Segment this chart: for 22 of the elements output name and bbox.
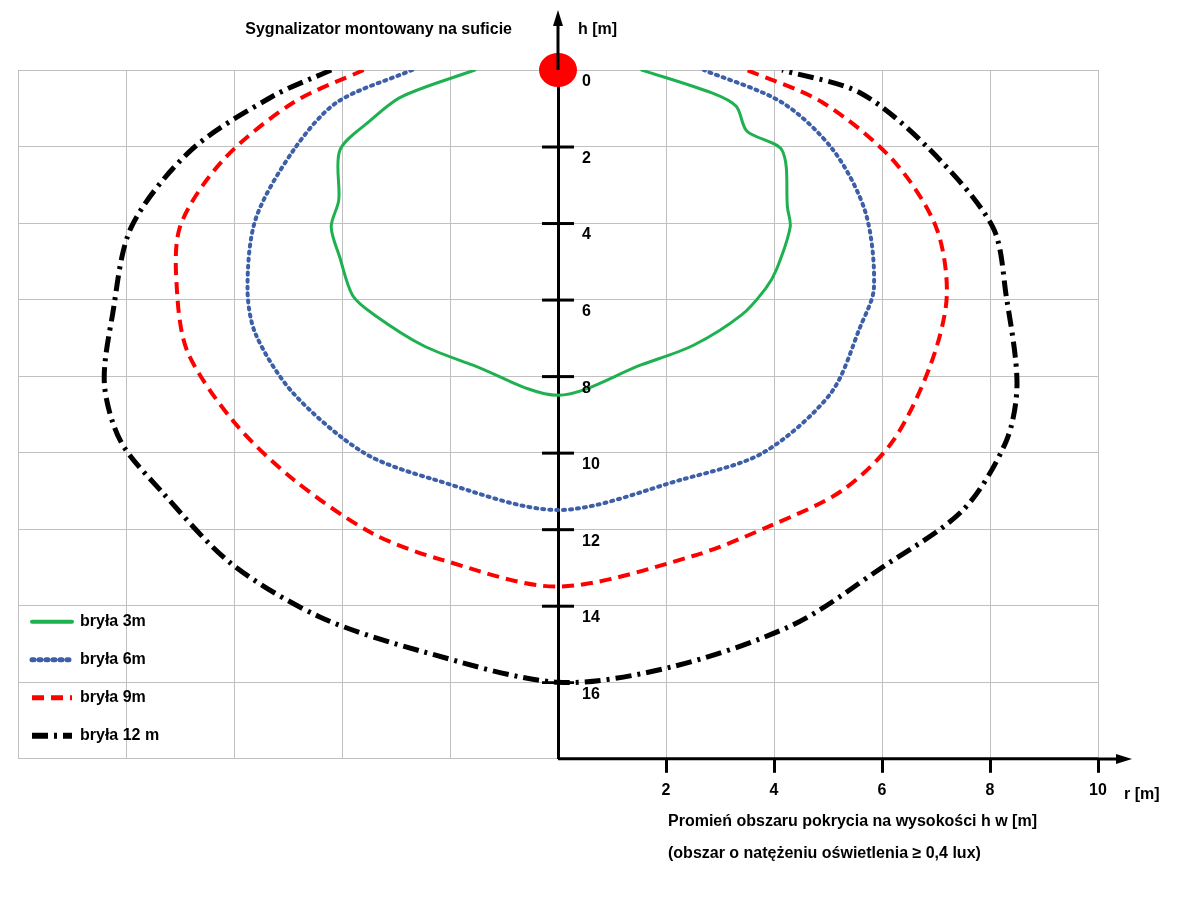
legend-label: bryła 12 m (80, 726, 160, 744)
chart-title: Sygnalizator montowany na suficie (245, 20, 513, 38)
y-tick-label: 4 (582, 225, 591, 243)
legend-label: bryła 6m (80, 650, 146, 668)
x-axis-title: r [m] (1124, 785, 1160, 803)
x-tick-label: 6 (877, 780, 887, 798)
text: Promień obszaru pokrycia na wysokości h w [m] (668, 812, 1038, 830)
y-tick-label: 10 (582, 455, 600, 473)
x-tick-label: 4 (769, 780, 779, 798)
y-axis-title: h [m] (578, 20, 618, 38)
y-tick-label: 16 (582, 684, 600, 702)
x-tick-label: 2 (661, 780, 671, 798)
y-tick-label: 2 (582, 148, 591, 166)
x-tick-label: 8 (985, 780, 995, 798)
legend-label: bryła 3m (80, 612, 146, 630)
y-tick-label: 12 (582, 531, 600, 549)
x-tick-label: 10 (1089, 780, 1107, 798)
text: (obszar o natężeniu oświetlenia ≥ 0,4 lux) (668, 844, 982, 862)
y-tick-label: 6 (582, 302, 591, 320)
y-tick-label: 14 (582, 608, 600, 626)
legend-label: bryła 9m (80, 688, 146, 706)
y-tick-label: 0 (582, 72, 591, 90)
